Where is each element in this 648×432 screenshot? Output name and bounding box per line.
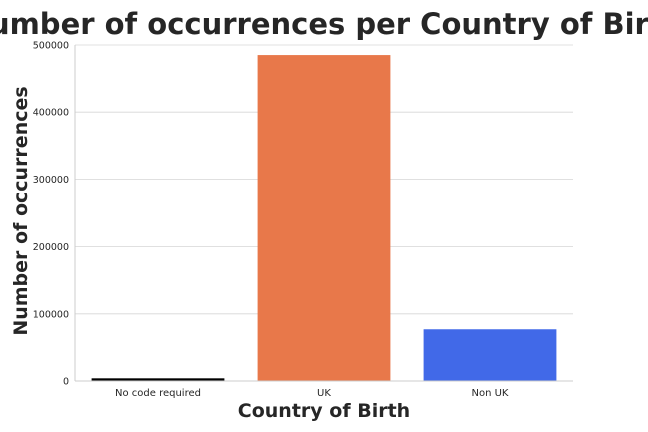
y-tick-label: 200000 bbox=[33, 242, 69, 253]
x-axis-label: Country of Birth bbox=[238, 400, 410, 422]
x-tick-label: No code required bbox=[115, 388, 201, 399]
chart-title: Number of occurrences per Country of Bir… bbox=[0, 7, 648, 41]
bar bbox=[91, 378, 225, 381]
bars bbox=[91, 55, 557, 382]
y-tick-label: 100000 bbox=[33, 309, 69, 320]
y-tick-label: 300000 bbox=[33, 175, 69, 186]
x-tick-label: UK bbox=[317, 388, 331, 399]
y-axis-label: Number of occurrences bbox=[10, 86, 32, 335]
bar bbox=[257, 55, 391, 382]
y-tick-labels: 0 100000 200000 300000 400000 500000 bbox=[33, 41, 69, 388]
y-tick-label: 0 bbox=[63, 377, 69, 388]
x-tick-label: Non UK bbox=[472, 388, 509, 399]
y-tick-label: 500000 bbox=[33, 41, 69, 52]
x-tick-labels: No code required UK Non UK bbox=[115, 388, 509, 399]
y-tick-label: 400000 bbox=[33, 108, 69, 119]
bar bbox=[423, 329, 557, 381]
